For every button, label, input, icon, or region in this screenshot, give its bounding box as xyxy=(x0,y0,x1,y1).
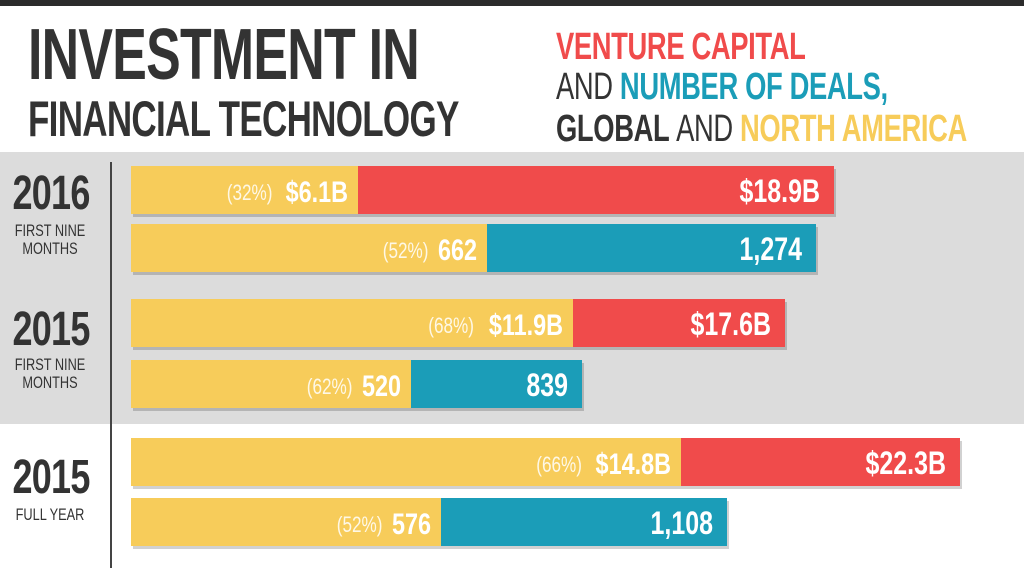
label-global-vc-0: $18.9B xyxy=(740,174,820,210)
top-border xyxy=(0,0,1024,6)
label-north-america-vc-2: $14.8B xyxy=(596,447,671,480)
header: INVESTMENT IN FINANCIAL TECHNOLOGY VENTU… xyxy=(0,6,1024,152)
label-share-vc-0: (32%) xyxy=(227,181,273,206)
label-share-vc-2: (66%) xyxy=(536,453,582,478)
subtitle-venture-capital: VENTURE CAPITAL xyxy=(556,26,806,68)
title-line-2: FINANCIAL TECHNOLOGY xyxy=(28,91,459,147)
subtitle-line-2: AND NUMBER OF DEALS, xyxy=(556,66,888,109)
label-share-deals-2: (52%) xyxy=(337,513,383,538)
subtitle-line-1: VENTURE CAPITAL xyxy=(556,26,806,69)
subtitle-number-of-deals: NUMBER OF DEALS, xyxy=(619,66,888,108)
group-period-line-2: MONTHS xyxy=(22,373,78,392)
label-share-deals-0: (52%) xyxy=(383,239,429,264)
label-north-america-vc-1: $11.9B xyxy=(489,308,563,341)
bar-north-america-vc-1 xyxy=(131,299,573,347)
bar-north-america-vc-2 xyxy=(131,438,681,486)
subtitle-and-2: AND xyxy=(676,108,733,150)
label-share-vc-1: (68%) xyxy=(428,314,474,339)
bar-north-america-vc-0 xyxy=(131,166,358,214)
label-north-america-deals-0: 662 xyxy=(438,233,477,266)
bar-north-america-deals-2 xyxy=(131,498,441,546)
subtitle-and-1: AND xyxy=(556,66,613,108)
label-global-deals-1: 839 xyxy=(526,368,568,404)
label-share-deals-1: (62%) xyxy=(307,375,353,400)
label-global-deals-0: 1,274 xyxy=(740,232,802,268)
bar-north-america-deals-1 xyxy=(131,360,411,408)
group-period-line-1: FIRST NINE xyxy=(14,221,86,240)
label-global-vc-2: $22.3B xyxy=(866,446,946,482)
label-global-deals-2: 1,108 xyxy=(651,506,713,542)
subtitle-north-america: NORTH AMERICA xyxy=(740,108,967,150)
label-north-america-deals-2: 576 xyxy=(392,507,431,540)
bar-north-america-deals-0 xyxy=(131,224,487,272)
subtitle-line-3: GLOBAL AND NORTH AMERICA xyxy=(556,108,967,151)
group-year: 2015 xyxy=(12,451,91,504)
axis-line xyxy=(110,162,112,568)
group-period-line-2: MONTHS xyxy=(22,239,78,258)
group-period-line-1: FULL YEAR xyxy=(15,505,85,524)
group-year: 2016 xyxy=(12,167,91,220)
group-period-line-1: FIRST NINE xyxy=(14,355,86,374)
subtitle-global: GLOBAL xyxy=(556,108,669,150)
title-line-1: INVESTMENT IN xyxy=(28,15,420,95)
label-north-america-deals-1: 520 xyxy=(362,369,401,402)
group-year: 2015 xyxy=(12,303,91,356)
label-north-america-vc-0: $6.1B xyxy=(286,175,348,208)
label-global-vc-1: $17.6B xyxy=(691,307,771,343)
